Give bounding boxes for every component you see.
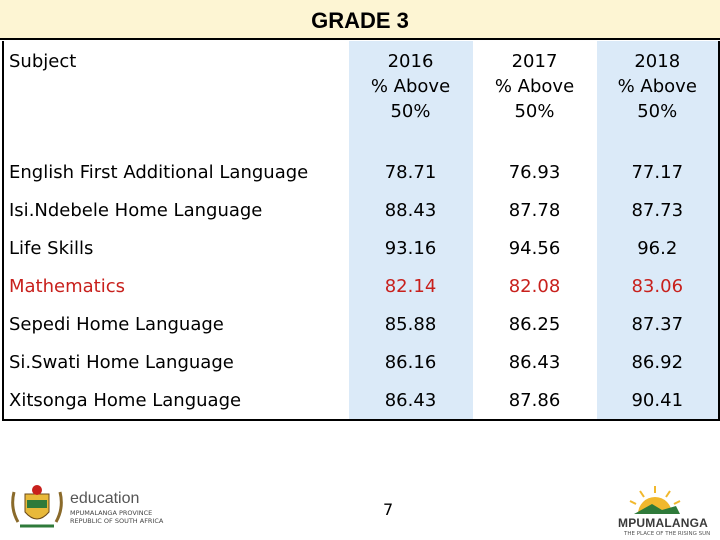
coat-of-arms-icon bbox=[8, 482, 66, 536]
value-2016: 93.16 bbox=[347, 229, 473, 267]
header-metric: % Above bbox=[494, 76, 575, 97]
education-logo-text: education bbox=[70, 490, 140, 507]
table-header-row: Subject 2016 % Above 50% 2017 % Above 50% 20… bbox=[2, 41, 720, 153]
header-2017: 2017 % Above 50% bbox=[472, 41, 596, 153]
value-2018: 86.92 bbox=[595, 343, 720, 381]
province-label: MPUMALANGA PROVINCE bbox=[70, 509, 153, 517]
header-2016: 2016 % Above 50% bbox=[347, 41, 473, 153]
mpumalanga-slogan: THE PLACE OF THE RISING SUN bbox=[624, 531, 711, 537]
subject-cell: Mathematics bbox=[2, 267, 348, 305]
value-2016: 85.88 bbox=[347, 305, 473, 343]
value-2017: 87.78 bbox=[472, 191, 596, 229]
value-2016: 86.16 bbox=[347, 343, 473, 381]
table-row: Life Skills 93.16 94.56 96.2 bbox=[2, 229, 720, 267]
table-row: Xitsonga Home Language 86.43 87.86 90.41 bbox=[2, 381, 720, 421]
header-metric: % Above bbox=[617, 76, 697, 97]
table-row: Si.Swati Home Language 86.16 86.43 86.92 bbox=[2, 343, 720, 381]
value-2018: 87.73 bbox=[595, 191, 720, 229]
value-2017: 94.56 bbox=[472, 229, 596, 267]
subject-cell: Sepedi Home Language bbox=[2, 305, 348, 343]
page-title: GRADE 3 bbox=[311, 8, 409, 33]
rising-sun-icon bbox=[620, 482, 690, 520]
value-2016: 88.43 bbox=[347, 191, 473, 229]
subject-cell: English First Additional Language bbox=[2, 153, 348, 191]
table-row: English First Additional Language 78.71 … bbox=[2, 153, 720, 191]
country-label: REPUBLIC OF SOUTH AFRICA bbox=[70, 517, 164, 525]
title-bar bbox=[0, 0, 720, 38]
value-2017: 87.86 bbox=[472, 381, 596, 421]
subject-header-label: Subject bbox=[9, 51, 77, 72]
subject-header: Subject bbox=[2, 41, 348, 153]
value-2017: 76.93 bbox=[472, 153, 596, 191]
header-2018: 2018 % Above 50% bbox=[595, 41, 720, 153]
value-2018: 83.06 bbox=[595, 267, 720, 305]
header-threshold: 50% bbox=[390, 101, 431, 122]
value-2016: 78.71 bbox=[347, 153, 473, 191]
table-row: Sepedi Home Language 85.88 86.25 87.37 bbox=[2, 305, 720, 343]
mpumalanga-logo-text: MPUMALANGA bbox=[618, 516, 708, 530]
subject-cell: Isi.Ndebele Home Language bbox=[2, 191, 348, 229]
results-table: Subject 2016 % Above 50% 2017 % Above 50% 20… bbox=[2, 41, 720, 421]
value-2016: 82.14 bbox=[347, 267, 473, 305]
value-2018: 87.37 bbox=[595, 305, 720, 343]
value-2017: 82.08 bbox=[472, 267, 596, 305]
value-2017: 86.25 bbox=[472, 305, 596, 343]
subject-cell: Life Skills bbox=[2, 229, 348, 267]
title-divider bbox=[0, 38, 720, 40]
education-logo-subtitle: MPUMALANGA PROVINCE REPUBLIC OF SOUTH AF… bbox=[70, 509, 163, 525]
table-row: Mathematics 82.14 82.08 83.06 bbox=[2, 267, 720, 305]
value-2017: 86.43 bbox=[472, 343, 596, 381]
header-year: 2018 bbox=[634, 51, 681, 72]
subject-cell: Si.Swati Home Language bbox=[2, 343, 348, 381]
value-2018: 90.41 bbox=[595, 381, 720, 421]
value-2018: 96.2 bbox=[595, 229, 720, 267]
header-threshold: 50% bbox=[514, 101, 555, 122]
header-year: 2016 bbox=[387, 51, 434, 72]
page-number: 7 bbox=[383, 500, 394, 519]
subject-cell: Xitsonga Home Language bbox=[2, 381, 348, 421]
header-year: 2017 bbox=[511, 51, 558, 72]
table-row: Isi.Ndebele Home Language 88.43 87.78 87… bbox=[2, 191, 720, 229]
header-metric: % Above bbox=[370, 76, 451, 97]
value-2016: 86.43 bbox=[347, 381, 473, 421]
value-2018: 77.17 bbox=[595, 153, 720, 191]
header-threshold: 50% bbox=[637, 101, 678, 122]
